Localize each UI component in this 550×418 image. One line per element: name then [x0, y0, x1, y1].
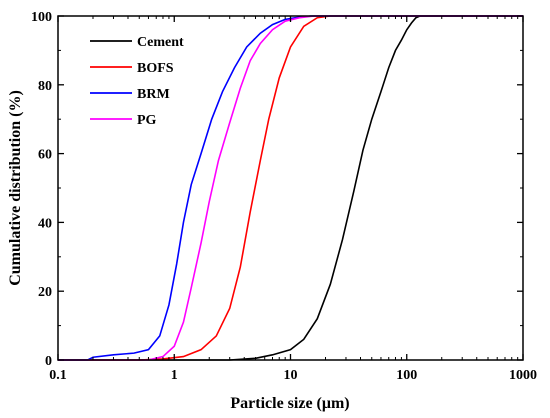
legend: Cement BOFS BRM PG	[90, 35, 184, 128]
x-tick-label: 0.1	[49, 368, 67, 383]
y-tick-label: 20	[38, 285, 52, 300]
y-tick-label: 100	[31, 10, 52, 25]
y-tick-label: 80	[38, 79, 52, 94]
series-line-cement	[58, 15, 523, 361]
y-tick-label: 60	[38, 148, 52, 163]
series-line-pg	[58, 15, 523, 361]
y-tick-label: 40	[38, 216, 52, 231]
x-axis-title: Particle size (μm)	[230, 395, 349, 412]
legend-label-brm: BRM	[137, 87, 170, 102]
series-line-bofs	[58, 15, 523, 361]
x-tick-label: 100	[396, 368, 417, 383]
legend-label-bofs: BOFS	[137, 61, 174, 76]
x-tick-label: 1000	[509, 368, 537, 383]
x-tick-label: 1	[171, 368, 178, 383]
axes: 0.1 1 10 100 1000 0 20 40 60 80 100	[31, 10, 537, 383]
plot-lines	[58, 15, 523, 361]
y-axis-title: Cumulative distribution (%)	[7, 90, 24, 286]
legend-label-cement: Cement	[137, 35, 184, 50]
x-tick-label: 10	[284, 368, 298, 383]
y-tick-label: 0	[45, 354, 52, 369]
legend-label-pg: PG	[137, 113, 157, 128]
